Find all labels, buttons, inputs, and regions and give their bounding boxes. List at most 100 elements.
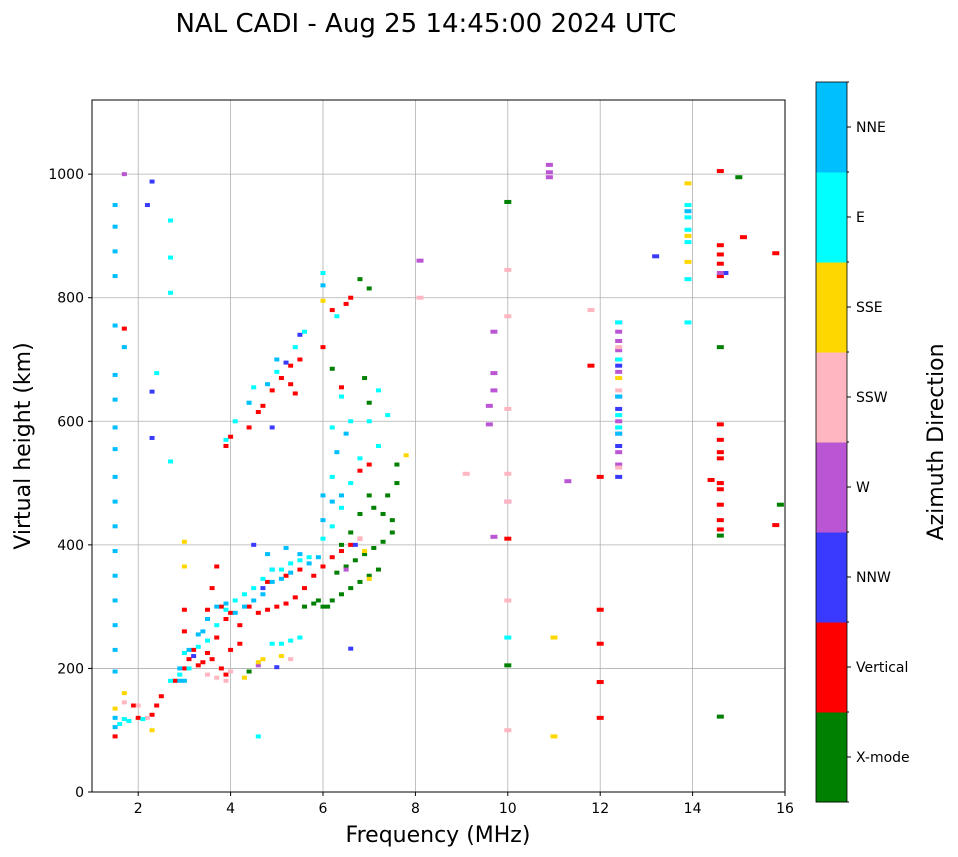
data-point-x-mode (366, 286, 372, 291)
x-tick-label: 8 (411, 801, 420, 817)
data-point-nne (195, 632, 201, 637)
data-point-e (223, 607, 229, 612)
data-point-nne (112, 669, 118, 674)
x-tick-label: 6 (319, 801, 328, 817)
data-point-vertical (214, 635, 220, 640)
data-point-vertical (131, 703, 137, 708)
data-point-x-mode (338, 592, 344, 597)
data-point-e (348, 481, 354, 486)
colorbar-segment (816, 622, 847, 713)
data-point-nne (112, 203, 118, 208)
data-point-nnw (283, 360, 289, 365)
data-point-e (338, 394, 344, 399)
data-point-x-mode (348, 586, 354, 591)
data-point-nnw (144, 203, 150, 208)
data-point-vertical (596, 715, 604, 720)
data-point-ssw (416, 295, 424, 300)
data-point-vertical (191, 647, 197, 652)
data-point-vertical (716, 252, 724, 257)
data-point-vertical (707, 477, 715, 482)
data-point-vertical (223, 672, 229, 677)
data-point-e (288, 638, 294, 643)
data-point-vertical (320, 345, 326, 350)
data-point-vertical (716, 261, 724, 266)
data-point-e (334, 314, 340, 319)
data-point-e (615, 357, 623, 362)
data-point-nne (329, 499, 335, 504)
colorbar-tick-label: X-mode (856, 750, 910, 766)
data-point-sse (684, 181, 692, 186)
data-point-nnw (615, 444, 623, 448)
data-point-e (168, 218, 174, 223)
data-point-w (564, 479, 572, 484)
data-point-ssw (228, 669, 234, 674)
x-tick-label: 12 (591, 801, 609, 817)
data-point-nne (200, 629, 206, 634)
data-point-sse (181, 539, 187, 544)
data-point-nnw (721, 271, 729, 275)
data-point-e (278, 641, 284, 646)
data-point-e (154, 371, 160, 376)
data-point-x-mode (389, 530, 395, 535)
data-point-sse (112, 706, 118, 711)
data-point-x-mode (716, 714, 724, 719)
data-point-nne (112, 425, 118, 430)
data-point-sse (366, 576, 372, 581)
data-point-nne (241, 604, 247, 609)
data-point-e (126, 718, 132, 723)
data-point-e (140, 717, 146, 722)
data-point-e (366, 419, 372, 424)
data-point-vertical (587, 363, 595, 368)
data-point-vertical (228, 610, 234, 615)
data-point-vertical (348, 542, 354, 547)
data-point-vertical (223, 444, 229, 448)
data-point-nnw (191, 654, 197, 659)
data-point-x-mode (776, 502, 784, 507)
data-point-x-mode (338, 542, 344, 547)
data-point-nne (343, 431, 349, 436)
colorbar-tick-label: NNW (856, 570, 891, 586)
data-point-sse (121, 691, 127, 696)
colorbar: X-mode Vertical NNW W SSW SSE E NNE (815, 81, 910, 803)
data-point-vertical (283, 601, 289, 606)
data-point-vertical (329, 308, 335, 313)
data-point-vertical (260, 403, 266, 408)
data-point-nne (112, 499, 118, 504)
data-point-e (320, 536, 326, 541)
data-point-e (223, 437, 229, 442)
data-point-w (485, 422, 493, 427)
colorbar-label: Azimuth Direction (924, 343, 949, 540)
data-point-e (329, 474, 335, 479)
data-point-x-mode (366, 573, 372, 578)
data-point-nne (306, 561, 312, 566)
y-tick-label: 1000 (48, 167, 84, 183)
data-point-vertical (214, 564, 220, 569)
data-point-ssw (223, 678, 229, 683)
data-point-nne (274, 357, 280, 362)
colorbar-tick-label: E (856, 210, 865, 226)
data-point-sse (241, 675, 247, 680)
data-point-sse (362, 549, 368, 554)
data-point-w (490, 534, 498, 539)
data-point-vertical (292, 595, 298, 600)
data-point-e (251, 586, 257, 591)
data-point-sse (255, 660, 261, 665)
data-point-x-mode (246, 669, 252, 674)
data-point-vertical (320, 564, 326, 569)
data-point-nne (112, 323, 118, 328)
data-point-w (615, 419, 623, 424)
data-point-vertical (269, 388, 275, 393)
data-point-sse (260, 657, 266, 662)
data-point-x-mode (504, 199, 512, 204)
plot-frame (91, 99, 786, 793)
data-point-e (504, 635, 512, 640)
data-point-e (168, 459, 174, 464)
data-point-nnw (149, 389, 155, 394)
data-point-nne (320, 518, 326, 523)
data-point-x-mode (366, 400, 372, 405)
data-point-nne (315, 555, 321, 560)
data-point-vertical (716, 450, 724, 455)
chart-title: NAL CADI - Aug 25 14:45:00 2024 UTC (176, 9, 677, 39)
data-point-e (241, 592, 247, 597)
data-point-nne (112, 647, 118, 652)
